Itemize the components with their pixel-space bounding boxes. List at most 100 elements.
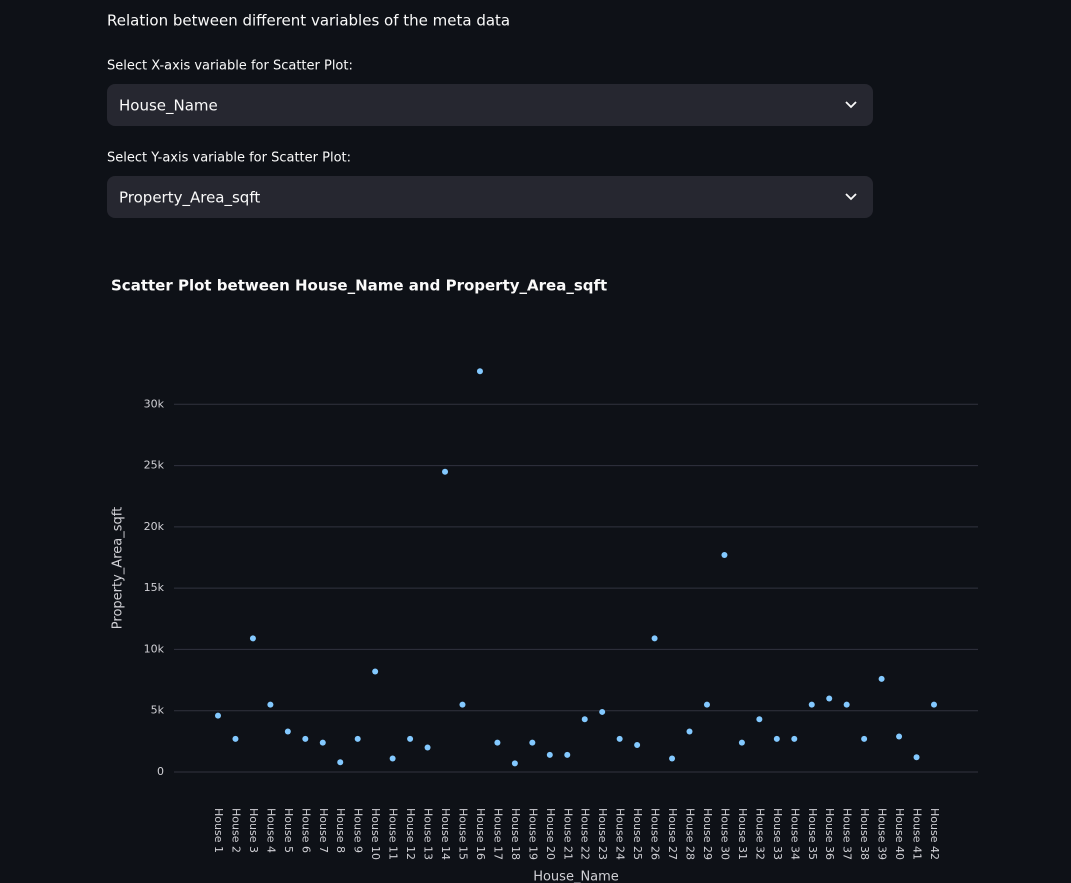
x-tick-label: House 30 xyxy=(718,808,731,860)
point xyxy=(337,759,344,766)
point xyxy=(215,712,221,719)
point xyxy=(931,701,937,708)
point xyxy=(634,742,641,749)
x-tick-label: House 39 xyxy=(876,808,889,860)
y-tick-label: 0 xyxy=(157,765,164,778)
x-tick-label: House 34 xyxy=(788,808,801,860)
point xyxy=(302,735,309,742)
point xyxy=(686,728,693,735)
point xyxy=(878,675,885,682)
select-label: Select X-axis variable for Scatter Plot: xyxy=(107,59,353,74)
point xyxy=(232,735,239,742)
chevron xyxy=(845,101,857,109)
point xyxy=(913,754,920,761)
select-value: Property_Area_sqft xyxy=(119,189,260,208)
x-tick-label: House 12 xyxy=(404,808,417,860)
point xyxy=(581,716,588,723)
y-select[interactable] xyxy=(107,176,873,218)
point xyxy=(703,701,710,708)
x-tick-label: House 21 xyxy=(561,808,574,860)
x-tick-label: House 33 xyxy=(771,808,784,860)
point xyxy=(459,701,466,708)
point xyxy=(407,735,414,742)
point xyxy=(354,735,361,742)
x-tick-label: House 24 xyxy=(614,808,627,860)
select-label: Select Y-axis variable for Scatter Plot: xyxy=(107,151,351,166)
point xyxy=(319,739,326,746)
point xyxy=(721,552,728,559)
x-tick-label: House 41 xyxy=(911,808,924,860)
point xyxy=(826,695,833,702)
y-tick-label: 5k xyxy=(151,704,165,717)
point xyxy=(372,668,379,675)
chart-title: Scatter Plot between House_Name and Prop… xyxy=(111,277,607,295)
point xyxy=(511,760,518,767)
x-tick-label: House 25 xyxy=(631,808,644,860)
x-tick-label: House 2 xyxy=(229,808,242,853)
x-tick-label: House 37 xyxy=(841,808,854,860)
x-tick-label: House 4 xyxy=(264,808,277,853)
heading: Relation between different variables of … xyxy=(107,12,510,30)
x-tick-label: House 22 xyxy=(579,808,592,860)
x-tick-label: House 15 xyxy=(456,808,469,860)
y-axis-title: Property_Area_sqft xyxy=(111,507,126,629)
point xyxy=(791,735,798,742)
x-tick-label: House 14 xyxy=(439,808,452,860)
point xyxy=(546,751,553,758)
x-tick-label: House 35 xyxy=(806,808,819,860)
x-select[interactable] xyxy=(107,84,873,126)
point xyxy=(738,739,745,746)
chevron xyxy=(845,193,857,201)
x-tick-label: House 32 xyxy=(753,808,766,860)
x-tick-label: House 7 xyxy=(317,808,330,853)
x-tick-label: House 20 xyxy=(544,808,557,860)
point xyxy=(651,635,658,642)
point xyxy=(249,635,256,642)
x-tick-label: House 3 xyxy=(247,808,260,853)
y-tick-label: 30k xyxy=(144,397,165,410)
point xyxy=(896,733,903,740)
select-value: House_Name xyxy=(119,97,218,116)
x-tick-label: House 5 xyxy=(282,808,295,853)
x-tick-label: House 31 xyxy=(736,808,749,860)
x-tick-label: House 40 xyxy=(893,808,906,860)
x-tick-label: House 38 xyxy=(858,808,871,860)
point xyxy=(808,701,815,708)
x-tick-label: House 19 xyxy=(526,808,539,860)
x-tick-label: House 36 xyxy=(823,808,836,860)
point xyxy=(389,755,396,762)
x-tick-label: House 6 xyxy=(299,808,312,853)
x-tick-label: House 11 xyxy=(387,808,400,860)
point xyxy=(861,735,868,742)
point xyxy=(773,735,780,742)
y-tick-label: 15k xyxy=(144,581,165,594)
x-tick-label: House 23 xyxy=(596,808,609,860)
x-tick-label: House 42 xyxy=(928,808,941,860)
x-tick-label: House 17 xyxy=(491,808,504,860)
point xyxy=(424,744,431,751)
point xyxy=(669,755,676,762)
x-tick-label: House 10 xyxy=(369,808,382,860)
x-tick-label: House 16 xyxy=(474,808,487,860)
y-tick-label: 25k xyxy=(144,459,165,472)
x-tick-label: House 13 xyxy=(422,808,435,860)
point xyxy=(756,716,763,723)
point xyxy=(442,468,449,475)
x-tick-label: House 8 xyxy=(334,808,347,853)
x-tick-label: House 1 xyxy=(212,808,225,853)
point xyxy=(267,701,274,708)
point xyxy=(843,701,850,708)
point xyxy=(529,739,536,746)
point xyxy=(494,739,501,746)
point xyxy=(284,728,291,735)
point xyxy=(564,751,571,758)
point xyxy=(476,368,483,375)
y-tick-label: 10k xyxy=(144,642,165,655)
x-tick-label: House 26 xyxy=(649,808,662,860)
x-tick-label: House 9 xyxy=(352,808,365,853)
x-tick-label: House 18 xyxy=(509,808,522,860)
point xyxy=(599,708,606,715)
x-tick-label: House 29 xyxy=(701,808,714,860)
